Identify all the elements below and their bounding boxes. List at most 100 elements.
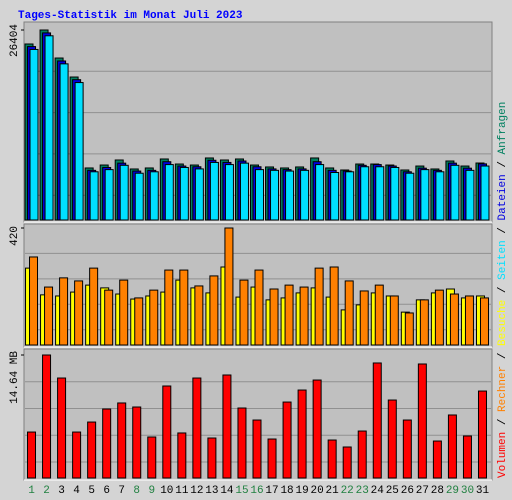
legend-entry: Seiten [497,240,509,280]
bar [420,169,430,221]
bar [104,289,114,346]
bar [345,171,355,221]
bar [237,407,247,479]
x-tick-label: 13 [205,485,218,497]
bar [465,169,475,221]
x-tick-label: 30 [461,485,474,497]
legend-entry: Besuche [497,300,509,346]
x-tick-label: 2 [43,485,50,497]
x-tick-label: 24 [371,485,385,497]
bar [372,362,382,479]
bar [402,419,412,479]
bar [405,172,415,221]
bar [404,312,414,346]
x-tick-label: 14 [220,485,234,497]
bar [267,438,277,479]
x-tick-label: 31 [476,485,490,497]
bar [344,280,354,346]
x-tick-label: 6 [103,485,110,497]
bar [119,164,129,221]
bar [357,430,367,479]
bar [42,354,52,479]
bar [374,284,384,346]
bar [207,437,217,479]
legend-entry: Anfragen [497,102,509,155]
bar [162,385,172,479]
legend: Volumen / Rechner / Besuche / Seiten / D… [497,102,509,478]
bar [284,284,294,346]
legend-entry: Volumen [497,432,509,478]
bar [57,377,67,479]
x-tick-label: 29 [446,485,459,497]
x-tick-label: 12 [190,485,203,497]
bar [359,290,369,346]
x-tick-label: 27 [416,485,429,497]
legend-entry: Dateien [497,174,509,220]
bar [149,171,159,221]
bar [417,363,427,479]
bar [44,286,54,346]
x-tick-label: 19 [295,485,308,497]
x-tick-label: 21 [326,485,340,497]
bar [297,389,307,479]
x-tick-label: 22 [341,485,354,497]
bar [315,164,325,221]
x-tick-label: 5 [88,485,95,497]
bar [477,390,487,479]
x-tick-label: 3 [58,485,65,497]
x-tick-label: 20 [311,485,324,497]
bar [449,293,459,346]
bar [194,168,204,221]
x-tick-label: 9 [148,485,155,497]
bar [327,439,337,479]
bar [89,171,99,221]
y-tick-label: 14.64 MB [9,351,21,404]
bar [464,295,474,346]
y-tick-label: 420 [9,226,21,246]
x-tick-label: 18 [280,485,293,497]
bar [252,419,262,479]
bar [282,401,292,479]
bar [255,169,264,221]
chart-title: Tages-Statistik im Monat Juli 2023 [18,10,243,22]
x-tick-label: 28 [431,485,444,497]
x-tick-label: 23 [356,485,369,497]
bar [329,266,339,346]
bar [375,166,385,221]
bar [462,435,472,479]
bar [59,63,69,221]
bar [147,436,157,479]
bar [149,289,159,346]
x-tick-label: 10 [160,485,173,497]
legend-separator: / [497,154,509,174]
bar [134,297,144,346]
legend-separator: / [497,412,509,432]
bar [254,269,264,346]
bar [432,440,442,479]
bar [29,256,39,346]
bar [44,35,54,221]
bar [59,277,69,346]
bar [387,399,397,479]
x-tick-label: 26 [401,485,414,497]
legend-separator: / [497,280,509,300]
bar [224,227,234,346]
x-tick-label: 4 [73,485,80,497]
bar [450,164,460,221]
x-tick-label: 25 [386,485,399,497]
x-tick-label: 7 [118,485,125,497]
bar [299,286,309,346]
bar [27,431,37,479]
bar [192,377,202,479]
bar [104,169,114,221]
bar [222,374,232,479]
bar [239,162,249,221]
x-tick-label: 16 [250,485,263,497]
bar [480,165,490,221]
bar [132,406,142,479]
bar [102,408,112,479]
x-tick-label: 17 [265,485,278,497]
bar [194,285,204,346]
bar [74,82,84,221]
bar [300,169,310,221]
